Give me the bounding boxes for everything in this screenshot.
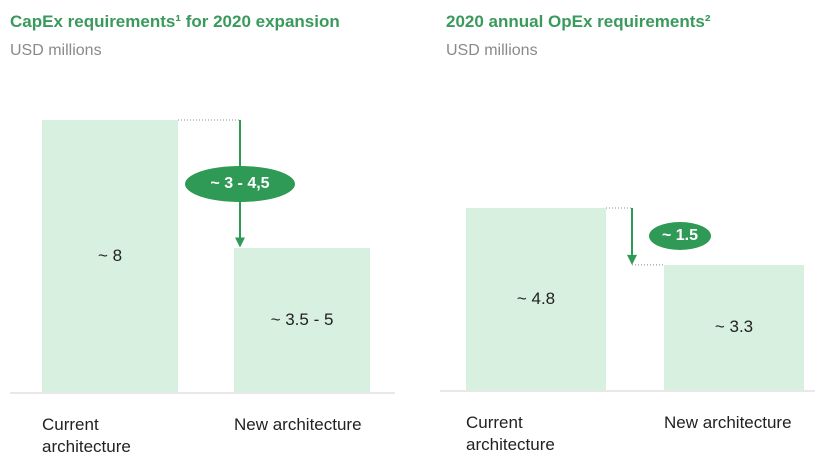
bar bbox=[466, 208, 606, 390]
category-label: Current architecture bbox=[466, 413, 555, 454]
chart-title: 2020 annual OpEx requirements² bbox=[446, 12, 711, 31]
bar bbox=[42, 120, 178, 392]
value-label: ~ 8 bbox=[97, 246, 123, 265]
value-label: ~ 4.8 bbox=[516, 289, 556, 308]
difference-pill: ~ 3 - 4,5 bbox=[185, 165, 295, 202]
value-label: ~ 3.5 - 5 bbox=[270, 309, 334, 329]
category-label: New architecture bbox=[234, 415, 362, 434]
difference-pill: ~ 1.5 bbox=[649, 222, 711, 251]
chart-title: CapEx requirements¹ for 2020 expansion bbox=[10, 12, 340, 31]
chart-subtitle: USD millions bbox=[10, 42, 102, 59]
arrow-head bbox=[627, 254, 637, 265]
value-label: ~ 3.3 bbox=[714, 317, 754, 337]
category-label: Current architecture bbox=[42, 415, 131, 456]
chart-subtitle: USD millions bbox=[446, 42, 538, 59]
arrow-head bbox=[235, 237, 245, 248]
category-label: New architecture bbox=[664, 413, 792, 432]
bar bbox=[664, 264, 804, 390]
bar bbox=[234, 247, 370, 392]
